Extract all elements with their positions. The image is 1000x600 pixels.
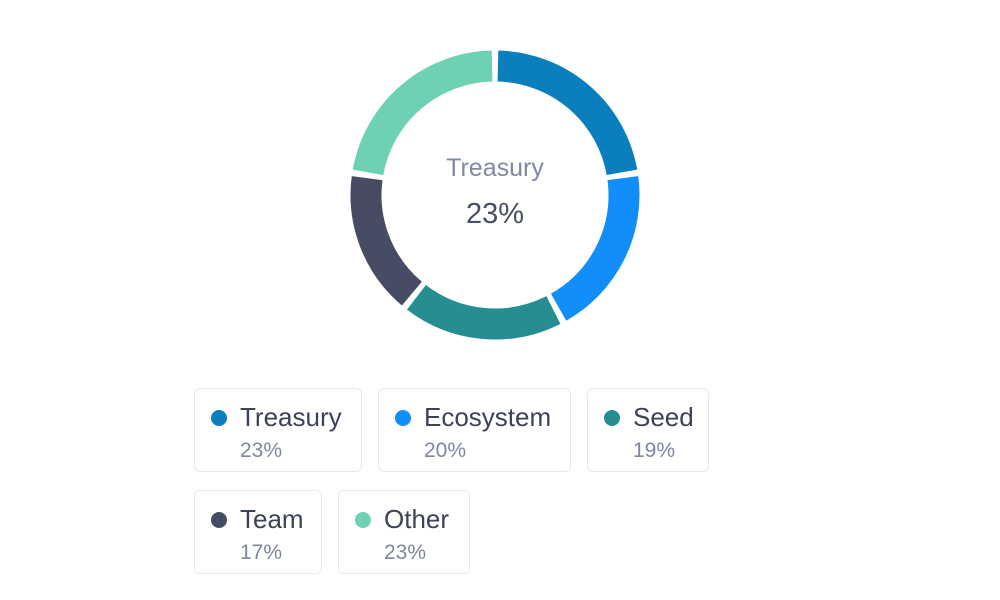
legend-dot-ecosystem: [395, 410, 411, 426]
donut-slice-ecosystem[interactable]: [550, 176, 640, 321]
center-label-name: Treasury: [446, 154, 544, 182]
legend-item-seed[interactable]: Seed 19%: [587, 388, 709, 472]
legend-dot-treasury: [211, 410, 227, 426]
donut-slice-treasury[interactable]: [497, 50, 638, 176]
legend-item-team[interactable]: Team 17%: [194, 490, 322, 574]
legend-percent: 19%: [633, 439, 676, 462]
legend-percent: 23%: [384, 541, 427, 564]
legend-percent: 23%: [240, 439, 283, 462]
donut-slice-seed[interactable]: [406, 284, 561, 340]
legend-label: Team: [240, 504, 304, 534]
donut-chart: Treasury 23%: [340, 40, 650, 350]
legend-label: Other: [384, 504, 450, 534]
center-label-percent: 23%: [465, 198, 525, 230]
donut-svg: [350, 50, 640, 340]
donut-slice-team[interactable]: [350, 176, 423, 306]
legend-dot-team: [211, 512, 227, 528]
legend-item-treasury[interactable]: Treasury 23%: [194, 388, 362, 472]
legend-dot-other: [355, 512, 371, 528]
legend-item-other[interactable]: Other 23%: [338, 490, 470, 574]
legend-item-ecosystem[interactable]: Ecosystem 20%: [378, 388, 571, 472]
legend-label: Treasury: [240, 402, 342, 432]
legend-label: Seed: [633, 402, 694, 432]
donut-slice-other[interactable]: [352, 50, 493, 176]
legend-label: Ecosystem: [424, 402, 552, 432]
legend-percent: 17%: [240, 541, 283, 564]
legend-percent: 20%: [424, 439, 467, 462]
legend-dot-seed: [604, 410, 620, 426]
